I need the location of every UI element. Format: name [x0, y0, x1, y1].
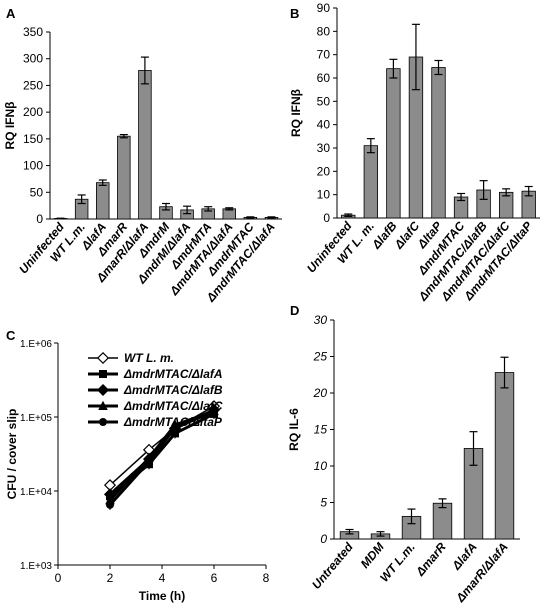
panel-b-bar [386, 68, 401, 219]
panel-b-bar [363, 145, 379, 219]
panel-c-x-tick-label: 2 [107, 571, 114, 585]
panel-c-legend-marker [99, 418, 107, 426]
panel-d-y-tick-label: 0 [320, 532, 327, 546]
panel-a-y-tick-label: 350 [23, 25, 43, 39]
panel-d-y-tick-label: 10 [314, 459, 328, 473]
panel-c-legend-label: ΔmdrMTAC/ΔlafB [123, 383, 223, 397]
panel-d-bar [432, 502, 453, 540]
panel-c-legend-label: ΔmdrMTAC/ΔlafC [123, 399, 223, 413]
panel-c-x-tick-label: 0 [55, 571, 62, 585]
panel-c-data-point [171, 423, 179, 432]
panel-c-legend-label: ΔmdrMTAC/ΔlafA [123, 367, 223, 381]
panel-c-legend-marker [98, 400, 108, 410]
panel-d-bar [494, 372, 515, 540]
panel-d-y-tick-label: 30 [314, 313, 328, 327]
panel-letter-d: D [290, 303, 299, 318]
panel-c-y-axis-label: CFU / cover slip [5, 409, 19, 500]
panel-a-y-tick-label: 100 [23, 159, 43, 173]
panel-b-y-tick-label: 20 [317, 164, 331, 178]
panel-a-bar [96, 182, 110, 220]
panel-c-y-tick-label: 1.E+03 [20, 561, 52, 572]
panel-a-y-tick-label: 300 [23, 52, 43, 66]
panel-b-bar [431, 67, 446, 219]
panel-d-y-axis-label: RQ IL-6 [287, 408, 301, 451]
panel-c-legend-label: WT L. m. [124, 351, 174, 365]
panel-letter-a: A [6, 6, 16, 21]
panel-c-y-tick-label: 1.E+06 [20, 339, 52, 350]
panel-b-y-tick-label: 50 [317, 94, 331, 108]
panel-a-y-tick-label: 250 [23, 78, 43, 92]
panel-d-y-tick-label: 15 [314, 423, 328, 437]
panel-a-y-tick-label: 200 [23, 105, 43, 119]
panel-c-legend-marker [99, 370, 107, 378]
panel-b-category-label: ΔlafB [369, 219, 400, 253]
panel-d-y-tick-label: 20 [313, 386, 328, 400]
panel-b-y-axis-label: RQ IFNβ [289, 89, 303, 137]
panel-c-legend-marker [96, 351, 110, 365]
panel-a-y-tick-label: 0 [36, 212, 43, 226]
panel-a-y-tick-label: 150 [23, 132, 43, 146]
panel-c-series-line [108, 410, 215, 506]
panel-b-y-tick-label: 70 [317, 48, 331, 62]
panel-a-y-tick-label: 50 [30, 185, 44, 199]
panel-b-y-tick-label: 90 [317, 1, 331, 15]
panel-d-category-label: ΔmarR [413, 540, 449, 580]
panel-c-x-tick-label: 6 [211, 571, 218, 585]
panel-c-data-point [106, 500, 114, 509]
panel-c-y-tick-label: 1.E+04 [20, 487, 52, 498]
panel-c-y-tick-label: 1.E+05 [20, 413, 52, 424]
panel-c-legend-marker [96, 383, 110, 397]
panel-d-category-label: MDM [358, 539, 388, 571]
panel-c-data-point [145, 457, 153, 466]
panel-c-x-tick-label: 4 [159, 571, 166, 585]
panel-a-y-axis-label: RQ IFNβ [3, 102, 17, 150]
panel-b-y-tick-label: 0 [323, 211, 330, 225]
panel-d-y-tick-label: 5 [320, 496, 327, 510]
panel-a-bar [117, 135, 131, 220]
panel-b-y-tick-label: 30 [317, 141, 331, 155]
panel-c-legend-label: ΔmdrMTAC/ΔltaP [123, 415, 223, 429]
panel-b-y-tick-label: 60 [317, 71, 331, 85]
panel-b-y-tick-label: 10 [317, 188, 331, 202]
panel-letter-c: C [6, 328, 16, 343]
panel-d-y-tick-label: 25 [313, 350, 328, 364]
panel-b-category-label: ΔlafC [391, 219, 422, 253]
panel-c-x-axis-label: Time (h) [139, 589, 185, 603]
panel-c-data-point [210, 407, 218, 416]
panel-a-bar [138, 70, 152, 220]
panel-b-y-tick-label: 40 [317, 118, 331, 132]
panel-b-y-tick-label: 80 [317, 24, 331, 38]
panel-letter-b: B [290, 6, 299, 21]
panel-d-category-label: Untreated [309, 539, 356, 591]
panel-c-x-tick-label: 8 [263, 571, 270, 585]
